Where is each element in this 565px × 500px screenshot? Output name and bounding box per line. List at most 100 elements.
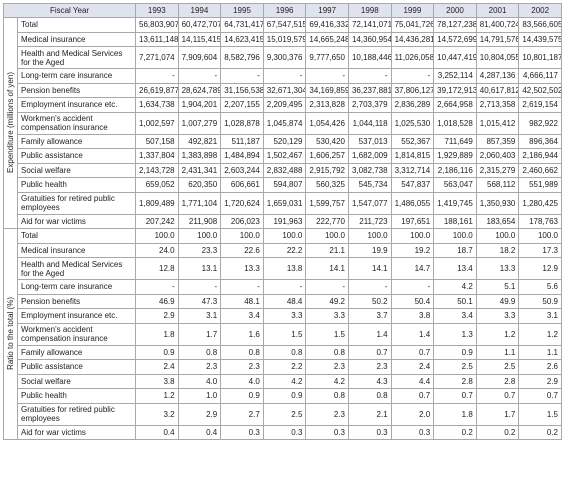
cell-value: 14,360,954	[347, 31, 392, 47]
cell-value: 1,337,804	[135, 148, 179, 164]
cell-value: 191,963	[262, 213, 307, 229]
table-row: Public health 1.2 1.0 0.9 0.9 0.8 0.8 0.7 0.7 0.7…	[4, 388, 562, 404]
cell-value: 14,115,415	[177, 31, 222, 47]
cell-value: 13.4	[433, 257, 477, 280]
cell-value: 14,665,248	[305, 31, 349, 47]
cell-value: 1,484,894	[220, 148, 264, 164]
cell-value: -	[135, 68, 179, 84]
cell-value: 1.4	[347, 322, 392, 346]
cell-value: 4.0	[177, 373, 222, 389]
cell-value: 0.8	[177, 344, 222, 360]
cell-value: 560,325	[305, 177, 349, 193]
cell-value: 0.7	[390, 344, 435, 360]
cell-value: 1.8	[135, 322, 179, 346]
cell-value: 0.8	[305, 344, 349, 360]
row-label: Social welfare	[16, 162, 137, 178]
cell-value: 183,654	[475, 213, 520, 229]
cell-value: 1,720,624	[220, 191, 264, 215]
cell-value: 1.3	[433, 322, 477, 346]
cell-value: 1,350,930	[475, 191, 520, 215]
cell-value: 14,436,281	[390, 31, 435, 47]
cell-value: 1,025,530	[390, 111, 435, 135]
cell-value: 60,472,707	[177, 17, 222, 33]
cell-value: 2.4	[135, 359, 179, 375]
cell-value: 2.7	[220, 402, 264, 426]
table-row: Employment insurance etc. 1,634,738 1,904,…	[4, 97, 562, 113]
cell-value: 3.3	[262, 308, 307, 324]
cell-value: 0.8	[262, 344, 307, 360]
cell-value: 10,188,446	[347, 46, 392, 69]
row-label: Public assistance	[16, 148, 137, 164]
cell-value: 2,313,828	[305, 97, 349, 113]
cell-value: -	[177, 279, 222, 295]
cell-value: 1.2	[475, 322, 520, 346]
cell-value: 2.8	[475, 373, 520, 389]
cell-value: -	[220, 68, 264, 84]
cell-value: 14,791,576	[475, 31, 520, 47]
cell-value: 22.6	[220, 242, 264, 258]
cell-value: 39,172,913	[433, 82, 477, 98]
cell-value: 0.4	[177, 424, 222, 440]
cell-value: 207,242	[135, 213, 179, 229]
cell-value: -	[262, 68, 307, 84]
cell-value: 46.9	[135, 293, 179, 309]
row-label: Health and Medical Services for the Aged	[16, 257, 137, 280]
cell-value: 896,364	[518, 133, 562, 149]
cell-value: 2.3	[305, 402, 349, 426]
cell-value: 0.7	[433, 388, 477, 404]
table-row: Health and Medical Services for the Aged…	[4, 257, 562, 280]
cell-value: 606,661	[220, 177, 264, 193]
table-row: Public assistance 1,337,804 1,383,898 1,484…	[4, 148, 562, 164]
cell-value: 2,603,244	[220, 162, 264, 178]
table-row: Long-term care insurance - - - - - - -3,252,114…	[4, 68, 562, 84]
cell-value: 19.2	[390, 242, 435, 258]
table-row: Social welfare 3.8 4.0 4.0 4.2 4.2 4.3 4.4 2.8 2.…	[4, 373, 562, 389]
cell-value: 36,237,881	[347, 82, 392, 98]
row-label: Workmen's accident compensation insuranc…	[16, 111, 137, 135]
cell-value: 4.2	[305, 373, 349, 389]
cell-value: 9,777,650	[305, 46, 349, 69]
cell-value: 551,989	[518, 177, 562, 193]
table-row: Public assistance 2.4 2.3 2.3 2.2 2.3 2.3 2.4 2.…	[4, 359, 562, 375]
cell-value: 22.2	[262, 242, 307, 258]
cell-value: 5.1	[475, 279, 520, 295]
cell-value: 14,572,699	[433, 31, 477, 47]
cell-value: 2,143,728	[135, 162, 179, 178]
table-row: Expenditure (millions of yen) Total 56,803…	[3, 17, 562, 229]
cell-value: 18.7	[433, 242, 477, 258]
cell-value: 188,161	[433, 213, 477, 229]
section-label-cell: Expenditure (millions of yen)	[3, 17, 18, 229]
cell-value: 49.2	[305, 293, 349, 309]
cell-value: 711,649	[433, 133, 477, 149]
table-row: Employment insurance etc. 2.9 3.1 3.4 3.3 3.3…	[4, 308, 562, 324]
cell-value: 3,312,714	[390, 162, 435, 178]
cell-value: 2.3	[347, 359, 392, 375]
table-row: Pension benefits 46.9 47.3 48.1 48.4 49.2 50.2…	[4, 293, 562, 309]
cell-value: 1.5	[262, 322, 307, 346]
cell-value: 0.2	[475, 424, 520, 440]
header-row: Fiscal Year 1993 1994 1995 1996 1997 1998 1999…	[2, 3, 562, 18]
cell-value: 50.2	[347, 293, 392, 309]
cell-value: 2.1	[347, 402, 392, 426]
cell-value: 3.7	[347, 308, 392, 324]
cell-value: 32,671,304	[262, 82, 307, 98]
cell-value: 37,806,127	[390, 82, 435, 98]
cell-value: 2,713,358	[475, 97, 520, 113]
cell-value: -	[220, 279, 264, 295]
cell-value: 3.8	[390, 308, 435, 324]
cell-value: 2,832,488	[262, 162, 307, 178]
cell-value: 7,909,604	[177, 46, 222, 69]
cell-value: 21.1	[305, 242, 349, 258]
cell-value: 0.7	[518, 388, 562, 404]
cell-value: 2.3	[220, 359, 264, 375]
row-label: Pension benefits	[16, 293, 137, 309]
cell-value: 1,606,257	[305, 148, 349, 164]
table-row: Social welfare 2,143,728 2,431,341 2,603,24…	[4, 162, 562, 178]
row-label: Employment insurance etc.	[16, 97, 137, 113]
section-label-cell: Ratio to the total (%)	[3, 228, 18, 440]
cell-value: 1,771,104	[177, 191, 222, 215]
cell-value: 1,002,597	[135, 111, 179, 135]
cell-value: 1,682,009	[347, 148, 392, 164]
cell-value: 67,547,515	[262, 17, 307, 33]
